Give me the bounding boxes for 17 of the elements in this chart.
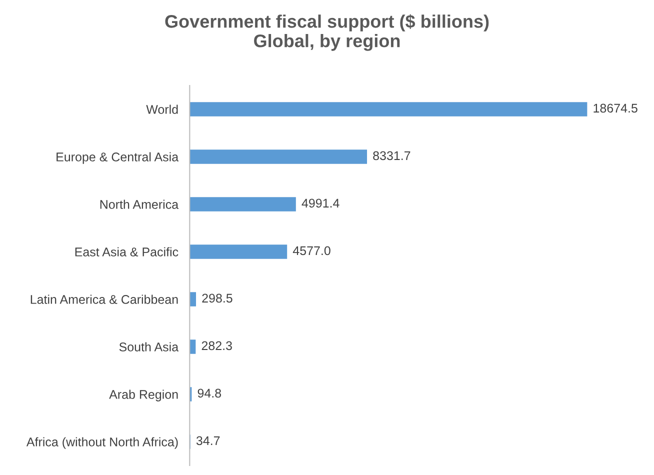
y-tick-label: Latin America & Caribbean [30,294,178,304]
data-label: 94.8 [198,388,222,398]
data-label: 8331.7 [373,151,410,160]
data-label: 34.7 [196,436,220,446]
data-label: 4577.0 [292,246,330,256]
y-tick-label: Europe & Central Asia [56,152,179,164]
data-label: 18674.5 [594,104,638,113]
y-tick-label: South Asia [119,342,179,352]
data-label: 298.5 [202,294,232,303]
y-tick-label: Africa (without North Africa) [26,437,178,449]
y-tick-label: North America [100,200,179,209]
data-label: 282.3 [202,341,232,350]
data-label: 4991.4 [302,198,340,208]
y-tick-label: Arab Region [109,390,178,402]
chart-title: Government fiscal support ($ billions) Global, by region [165,14,489,51]
y-tick-label: East Asia & Pacific [75,247,178,256]
y-tick-label: World [146,104,178,114]
